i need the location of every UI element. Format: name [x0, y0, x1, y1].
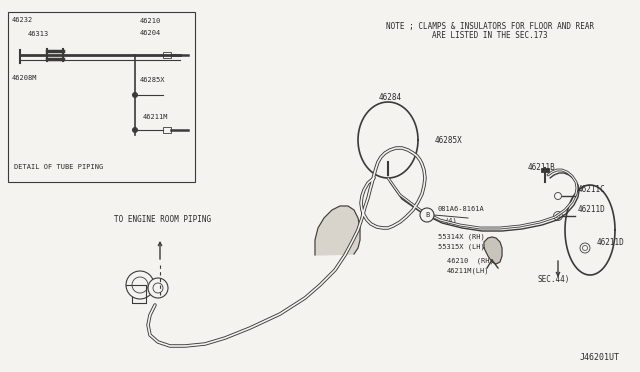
- Circle shape: [582, 246, 588, 250]
- Bar: [163, 52, 171, 58]
- Text: 46204: 46204: [140, 30, 161, 36]
- Text: 46211C: 46211C: [578, 185, 605, 194]
- Text: 46208M: 46208M: [12, 75, 38, 81]
- Polygon shape: [484, 237, 502, 264]
- Bar: [163, 127, 171, 133]
- Circle shape: [420, 208, 434, 222]
- Circle shape: [132, 277, 148, 293]
- Circle shape: [580, 243, 590, 253]
- Text: 46211M(LH): 46211M(LH): [447, 267, 490, 273]
- Text: 46210: 46210: [140, 18, 161, 24]
- Text: 46285X: 46285X: [435, 136, 463, 145]
- Text: B: B: [425, 212, 429, 218]
- Text: 46232: 46232: [12, 17, 33, 23]
- Text: 46211D: 46211D: [597, 238, 625, 247]
- Text: NOTE ; CLAMPS & INSULATORS FOR FLOOR AND REAR: NOTE ; CLAMPS & INSULATORS FOR FLOOR AND…: [386, 22, 594, 31]
- Text: 46313: 46313: [28, 31, 49, 37]
- Text: 46211M: 46211M: [143, 114, 168, 120]
- Text: 081A6-8161A: 081A6-8161A: [438, 206, 484, 212]
- Text: 55315X (LH): 55315X (LH): [438, 244, 484, 250]
- Text: 46210  (RH): 46210 (RH): [447, 257, 493, 263]
- Circle shape: [132, 93, 138, 97]
- Text: ARE LISTED IN THE SEC.173: ARE LISTED IN THE SEC.173: [432, 31, 548, 40]
- Circle shape: [556, 214, 560, 218]
- Text: 46211D: 46211D: [578, 205, 605, 214]
- Circle shape: [153, 283, 163, 293]
- Circle shape: [554, 192, 561, 199]
- Circle shape: [148, 278, 168, 298]
- Circle shape: [126, 271, 154, 299]
- Text: TO ENGINE ROOM PIPING: TO ENGINE ROOM PIPING: [114, 215, 211, 224]
- Text: DETAIL OF TUBE PIPING: DETAIL OF TUBE PIPING: [14, 164, 103, 170]
- Bar: [541, 168, 549, 172]
- Text: (4): (4): [445, 217, 458, 224]
- Text: 46285X: 46285X: [140, 77, 166, 83]
- Text: J46201UT: J46201UT: [580, 353, 620, 362]
- Text: 55314X (RH): 55314X (RH): [438, 233, 484, 240]
- Text: 46211B: 46211B: [528, 163, 556, 172]
- Polygon shape: [315, 206, 360, 255]
- Circle shape: [132, 128, 138, 132]
- Text: SEC.44): SEC.44): [538, 275, 570, 284]
- Circle shape: [554, 212, 563, 221]
- Bar: [8, 12, 195, 182]
- Text: 46284: 46284: [378, 93, 401, 102]
